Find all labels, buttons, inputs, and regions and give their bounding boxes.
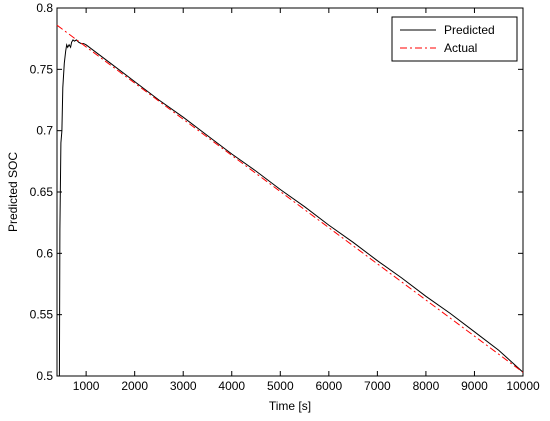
legend-label-actual: Actual [444,41,477,55]
series-layer [56,24,524,377]
y-tick-label: 0.75 [30,62,54,76]
axis-ticks [57,7,524,377]
legend: Predicted Actual [391,16,518,62]
y-axis-label: Predicted SOC [6,152,20,232]
legend-box [391,16,518,62]
x-tick-label: 8000 [413,379,440,393]
x-axis-label: Time [s] [269,399,311,413]
x-tick-label: 4000 [218,379,245,393]
x-tick-label: 2000 [121,379,148,393]
x-tick-label: 5000 [267,379,294,393]
legend-label-predicted: Predicted [444,23,495,37]
plot-area [56,7,524,377]
axis-tick-labels: 1000 2000 3000 4000 5000 6000 7000 8000 9000 1000… [30,1,540,393]
y-tick-label: 0.5 [36,369,53,383]
x-tick-label: 9000 [461,379,488,393]
y-tick-label: 0.55 [30,308,54,322]
y-tick-label: 0.8 [36,1,53,15]
y-tick-label: 0.7 [36,124,53,138]
x-tick-label: 1000 [73,379,100,393]
x-tick-label: 10000 [506,379,540,393]
x-tick-label: 6000 [315,379,342,393]
series-line-actual [56,24,524,373]
y-tick-label: 0.6 [36,246,53,260]
y-tick-label: 0.65 [30,185,54,199]
series-line-predicted [58,39,524,377]
x-tick-label: 7000 [364,379,391,393]
x-tick-label: 3000 [170,379,197,393]
